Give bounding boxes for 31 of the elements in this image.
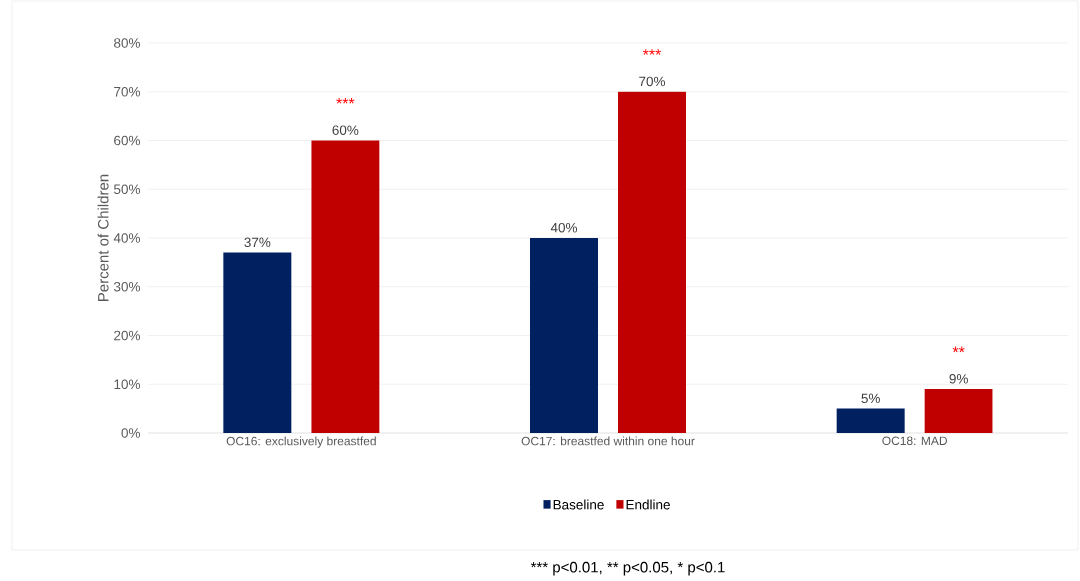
data-label: 37%: [244, 237, 271, 248]
bar: [223, 252, 292, 433]
legend-label: Endline: [626, 499, 670, 510]
y-tick-label: 0%: [121, 428, 140, 438]
x-tick-label: OC16: exclusively breastfed: [226, 436, 376, 448]
data-label: 9%: [949, 374, 968, 384]
bar: [530, 238, 598, 433]
data-label: 40%: [550, 222, 578, 233]
annotation: ***: [336, 97, 355, 104]
data-label: 70%: [639, 76, 666, 87]
annotation: **: [952, 346, 965, 353]
x-tick-label: OC18: MAD: [882, 436, 947, 446]
legend-label: Baseline: [553, 499, 604, 510]
data-label: 60%: [332, 125, 359, 135]
bar: [311, 140, 380, 433]
data-label: 5%: [861, 393, 880, 404]
y-tick-label: 30%: [113, 281, 140, 292]
y-tick-label: 10%: [114, 379, 140, 390]
annotation: ***: [642, 49, 662, 55]
bar: [836, 408, 905, 433]
y-tick-label: 70%: [114, 86, 140, 97]
y-axis-title: Percent of Children: [97, 174, 109, 301]
y-tick-label: 50%: [113, 184, 140, 195]
y-tick-label: 80%: [114, 38, 140, 48]
bar: [618, 91, 686, 433]
y-tick-label: 60%: [114, 135, 140, 146]
text: *** p<0.01, ** p<0.05, * p<0.1: [530, 561, 725, 576]
x-tick-label: OC17: breastfed within one hour: [521, 436, 695, 446]
bar: [924, 389, 993, 433]
y-tick-label: 40%: [113, 233, 140, 243]
y-tick-label: 20%: [114, 330, 140, 341]
